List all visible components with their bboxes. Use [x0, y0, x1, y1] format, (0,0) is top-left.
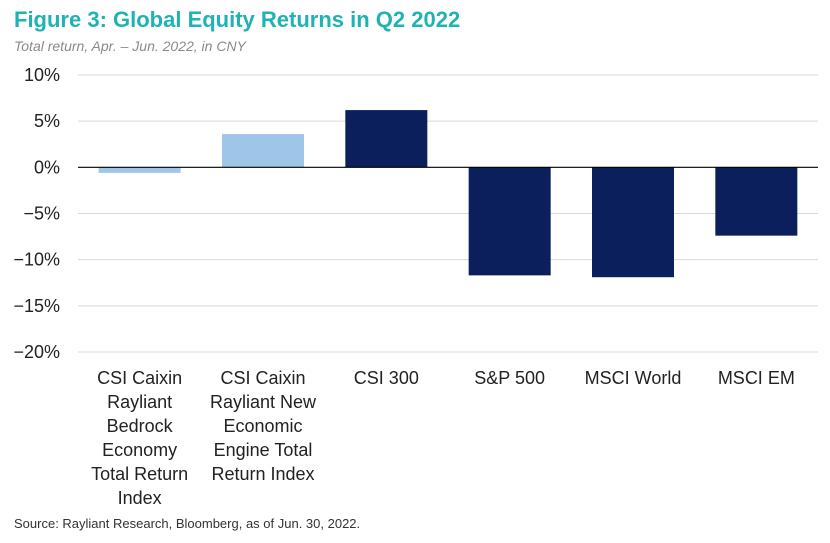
x-category-label: MSCI World [585, 368, 682, 388]
bar [98, 167, 181, 173]
bar [468, 167, 551, 276]
bar [715, 167, 798, 236]
bar [345, 110, 428, 168]
x-category-label: S&P 500 [474, 368, 545, 388]
x-category-label: CSI 300 [354, 368, 419, 388]
chart-subtitle: Total return, Apr. – Jun. 2022, in CNY [14, 38, 246, 54]
y-tick-label: −20% [13, 342, 60, 362]
y-axis-tick-labels: 10% 5% 0% −5% −10% −15% −20% [13, 65, 60, 362]
y-tick-label: −10% [13, 250, 60, 270]
y-tick-label: −15% [13, 296, 60, 316]
y-tick-label: 0% [34, 157, 60, 177]
source-note: Source: Rayliant Research, Bloomberg, as… [14, 516, 361, 531]
x-category-label: CSI Caixin Rayliant Bedrock Economy Total Re… [91, 368, 188, 508]
bar [592, 167, 674, 278]
y-tick-label: −5% [23, 204, 60, 224]
bar [222, 134, 304, 168]
gridlines [78, 74, 818, 353]
chart-title: Figure 3: Global Equity Returns in Q2 20… [14, 7, 461, 32]
y-tick-label: 5% [34, 111, 60, 131]
x-category-label: MSCI EM [718, 368, 795, 388]
bars [98, 110, 798, 278]
x-category-label: CSI Caixin Rayliant New Economic Engine Tot… [210, 368, 317, 484]
bar-chart: 10% 5% 0% −5% −10% −15% −20% CSI Caixin Raylian… [13, 65, 818, 508]
x-axis-category-labels: CSI Caixin Rayliant Bedrock Economy Total Re… [91, 368, 795, 508]
y-tick-label: 10% [24, 65, 60, 85]
